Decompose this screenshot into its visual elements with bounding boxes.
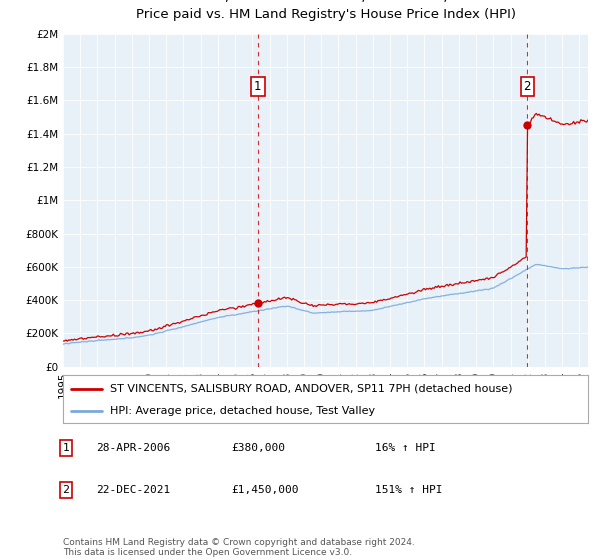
Text: £1,450,000: £1,450,000 [231, 485, 299, 495]
Text: 2: 2 [62, 485, 70, 495]
Text: 1: 1 [62, 443, 70, 453]
Text: ST VINCENTS, SALISBURY ROAD, ANDOVER, SP11 7PH (detached house): ST VINCENTS, SALISBURY ROAD, ANDOVER, SP… [110, 384, 513, 394]
Text: Contains HM Land Registry data © Crown copyright and database right 2024.
This d: Contains HM Land Registry data © Crown c… [63, 538, 415, 557]
Text: 28-APR-2006: 28-APR-2006 [96, 443, 170, 453]
Text: HPI: Average price, detached house, Test Valley: HPI: Average price, detached house, Test… [110, 406, 376, 416]
Text: 1: 1 [254, 81, 262, 94]
Text: 22-DEC-2021: 22-DEC-2021 [96, 485, 170, 495]
Text: ST VINCENTS, SALISBURY ROAD, ANDOVER, SP11 7PH: ST VINCENTS, SALISBURY ROAD, ANDOVER, SP… [128, 0, 523, 3]
Text: Price paid vs. HM Land Registry's House Price Index (HPI): Price paid vs. HM Land Registry's House … [136, 8, 515, 21]
Text: £380,000: £380,000 [231, 443, 285, 453]
Text: 16% ↑ HPI: 16% ↑ HPI [375, 443, 436, 453]
Text: 2: 2 [523, 81, 531, 94]
Text: 151% ↑ HPI: 151% ↑ HPI [375, 485, 443, 495]
